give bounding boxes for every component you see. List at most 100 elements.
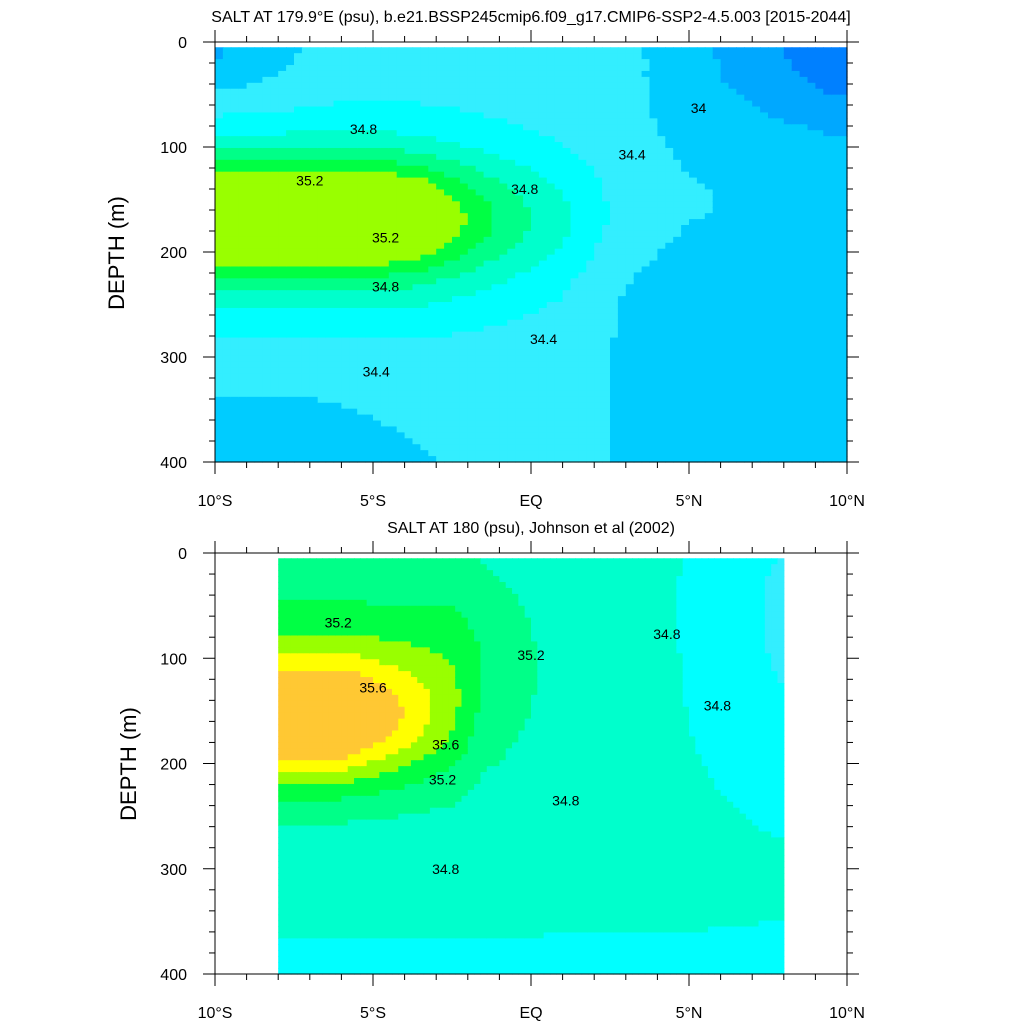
contour-cell — [531, 349, 540, 356]
contour-cell — [625, 349, 635, 356]
contour-cell — [673, 142, 682, 149]
contour-cell — [546, 319, 556, 327]
contour-cell — [246, 296, 256, 303]
contour-cell — [507, 189, 516, 196]
contour-cell — [633, 183, 643, 191]
contour-cell — [380, 254, 390, 262]
contour-cell — [720, 195, 730, 202]
contour-cell — [507, 426, 516, 433]
contour-cell — [452, 165, 461, 173]
contour-cell — [230, 420, 240, 428]
contour-cell — [357, 319, 366, 327]
contour-cell — [388, 337, 398, 345]
contour-cell — [396, 207, 406, 214]
contour-cell — [633, 94, 643, 102]
contour-cell — [689, 70, 698, 78]
contour-cell — [617, 402, 627, 410]
contour-cell — [586, 272, 595, 279]
contour-cell — [254, 248, 263, 256]
contour-cell — [467, 147, 477, 155]
contour-cell — [760, 420, 769, 428]
contour-cell — [436, 201, 445, 208]
contour-cell — [538, 230, 548, 238]
contour-cell — [459, 118, 469, 125]
contour-cell — [641, 136, 651, 143]
contour-cell — [673, 112, 682, 119]
contour-cell — [625, 438, 635, 445]
contour-cell — [396, 349, 406, 356]
contour-cell — [341, 59, 350, 66]
contour-cell — [633, 278, 643, 285]
contour-cell — [538, 213, 548, 220]
contour-cell — [752, 230, 761, 238]
contour-cell — [396, 272, 406, 279]
contour-cell — [499, 361, 508, 368]
contour-cell — [483, 266, 493, 273]
contour-cell — [570, 100, 579, 108]
contour-cell — [388, 165, 398, 173]
contour-cell — [286, 171, 295, 179]
contour-cell — [230, 278, 240, 285]
contour-cell — [412, 444, 421, 451]
contour-cell — [222, 254, 232, 262]
contour-cell — [325, 420, 335, 428]
contour-cell — [388, 402, 398, 410]
contour-cell — [404, 290, 414, 297]
contour-cell — [712, 284, 722, 291]
contour-cell — [736, 225, 745, 232]
contour-cell — [222, 219, 232, 226]
contour-cell — [254, 302, 263, 309]
contour-cell — [673, 420, 682, 428]
contour-cell — [262, 106, 271, 114]
contour-cell — [546, 130, 556, 137]
contour-cell — [744, 53, 753, 60]
contour-cell — [681, 136, 690, 143]
contour-cell — [562, 106, 572, 114]
contour-cell — [562, 337, 572, 345]
contour-cell — [475, 254, 485, 262]
contour-cell — [546, 153, 556, 161]
contour-cell — [665, 88, 674, 96]
contour-cell — [396, 100, 406, 108]
contour-cell — [365, 343, 374, 351]
contour-cell — [507, 361, 516, 368]
contour-cell — [286, 396, 295, 404]
contour-cell — [499, 325, 508, 333]
contour-cell — [349, 420, 358, 428]
contour-cell — [215, 213, 224, 220]
contour-cell — [325, 177, 335, 185]
contour-cell — [554, 88, 564, 96]
contour-cell — [633, 355, 643, 362]
contour-cell — [578, 248, 587, 256]
contour-cell — [475, 177, 485, 185]
contour-cell — [301, 219, 311, 226]
contour-cell — [681, 159, 690, 167]
contour-cell — [222, 331, 232, 339]
contour-cell — [262, 76, 271, 84]
contour-cell — [594, 331, 603, 339]
contour-cell — [388, 59, 398, 66]
contour-cell — [523, 266, 532, 273]
contour-cell — [317, 159, 327, 167]
contour-cell — [396, 153, 406, 161]
contour-cell — [230, 165, 240, 173]
contour-cell — [570, 59, 579, 66]
contour-cell — [610, 201, 619, 208]
contour-cell — [704, 159, 714, 167]
contour-cell — [254, 420, 263, 428]
contour-cell — [396, 432, 406, 439]
contour-cell — [262, 266, 271, 273]
contour-cell — [301, 124, 311, 131]
contour-cell — [744, 94, 753, 102]
contour-cell — [546, 260, 556, 268]
contour-cell — [586, 124, 595, 131]
contour-cell — [578, 65, 587, 72]
contour-cell — [270, 207, 279, 214]
contour-cell — [341, 420, 350, 428]
contour-cell — [270, 254, 279, 262]
contour-cell — [704, 355, 714, 362]
contour-cell — [325, 147, 335, 155]
contour-cell — [736, 124, 745, 131]
contour-cell — [681, 325, 690, 333]
contour-cell — [546, 106, 556, 114]
